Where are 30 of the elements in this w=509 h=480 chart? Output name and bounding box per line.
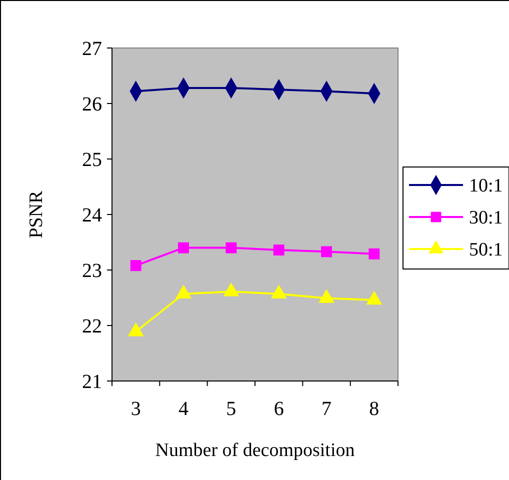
y-tick-label: 23 (82, 260, 102, 282)
y-axis-title: PSNR (26, 190, 47, 238)
point (368, 248, 380, 260)
point (178, 242, 189, 254)
point (130, 260, 142, 272)
point (128, 322, 144, 336)
x-axis-title: Number of decomposition (155, 440, 356, 461)
x-tick-label: 7 (322, 398, 332, 420)
y-tick-label: 22 (82, 316, 102, 338)
x-tick-label: 5 (226, 398, 236, 420)
x-tick-label: 3 (130, 398, 141, 420)
point (223, 282, 240, 296)
point (176, 284, 192, 298)
legend-label: 50:1 (469, 240, 503, 261)
x-tick-label: 4 (178, 398, 188, 420)
point (321, 246, 332, 258)
legend-label: 10:1 (469, 176, 503, 197)
point (366, 290, 382, 305)
y-tick-label: 24 (82, 204, 102, 226)
y-tick-label: 25 (82, 149, 102, 171)
x-tick-label: 6 (274, 398, 284, 420)
point (318, 289, 334, 303)
point (273, 244, 284, 256)
legend-label: 30:1 (469, 208, 503, 229)
point (270, 284, 287, 298)
y-tick-label: 21 (82, 371, 102, 393)
y-tick-label: 26 (82, 94, 102, 116)
y-tick-label: 27 (82, 38, 102, 60)
x-tick-label: 8 (369, 398, 380, 420)
point (226, 242, 237, 254)
